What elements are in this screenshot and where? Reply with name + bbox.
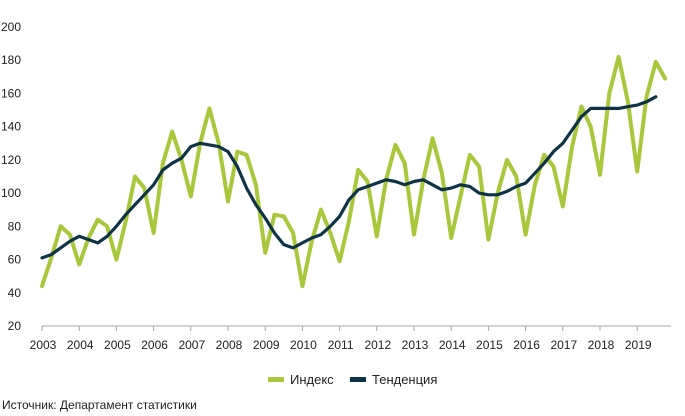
legend-swatch-trend [350, 377, 366, 382]
y-tick-label: 100 [1, 186, 21, 200]
y-tick-label: 180 [1, 53, 21, 67]
y-tick-label: 200 [1, 20, 21, 34]
x-axis-tick-labels: 2003 2004 2005 2006 2007 2008 2009 2010 2011 2012… [30, 338, 652, 352]
x-tick-label: 2017 [550, 338, 577, 352]
x-tick-label: 2015 [476, 338, 503, 352]
y-tick-label: 60 [8, 253, 22, 267]
x-tick-label: 2012 [364, 338, 391, 352]
y-tick-label: 140 [1, 120, 21, 134]
x-tick-label: 2011 [328, 338, 354, 352]
x-tick-label: 2003 [30, 338, 57, 352]
y-tick-label: 120 [1, 153, 21, 167]
x-tick-label: 2019 [625, 338, 652, 352]
legend-item-index: Индекс [268, 372, 334, 387]
x-tick-label: 2014 [439, 338, 466, 352]
series-lines [40, 54, 668, 289]
x-tick-label: 2016 [513, 338, 540, 352]
x-axis-ticks [41, 326, 638, 331]
trend-line [40, 95, 658, 260]
x-tick-label: 2004 [67, 338, 94, 352]
y-tick-label: 20 [8, 319, 22, 333]
x-tick-label: 2009 [253, 338, 280, 352]
legend-swatch-index [268, 377, 284, 382]
y-tick-label: 80 [8, 219, 22, 233]
x-tick-label: 2006 [141, 338, 168, 352]
x-tick-label: 2010 [290, 338, 317, 352]
legend-label-trend: Тенденция [372, 372, 437, 387]
y-tick-label: 40 [8, 286, 22, 300]
index-line [40, 54, 668, 289]
legend: Индекс Тенденция [268, 372, 437, 387]
y-axis-tick-labels: 20 40 60 80 100 120 140 160 180 200 [1, 20, 21, 333]
legend-item-trend: Тенденция [350, 372, 437, 387]
x-tick-label: 2007 [178, 338, 205, 352]
y-tick-label: 160 [1, 86, 21, 100]
x-tick-label: 2013 [402, 338, 429, 352]
legend-label-index: Индекс [290, 372, 334, 387]
x-tick-label: 2005 [104, 338, 131, 352]
x-tick-label: 2008 [216, 338, 243, 352]
source-note: Источник: Департамент статистики [2, 398, 197, 412]
x-tick-label: 2018 [588, 338, 615, 352]
